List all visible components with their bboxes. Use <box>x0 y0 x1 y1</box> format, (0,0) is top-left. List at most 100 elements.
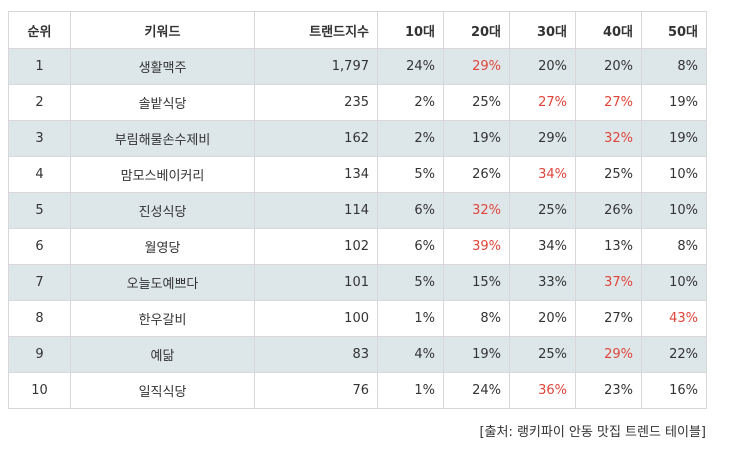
cell-age-10s: 1% <box>377 300 444 337</box>
table-row: 9 예닮 83 4% 19% 25% 29% 22% <box>8 336 707 373</box>
cell-age-10s: 4% <box>377 336 444 373</box>
cell-age-10s: 1% <box>377 372 444 409</box>
cell-age-10s: 5% <box>377 264 444 301</box>
header-age-10s: 10대 <box>377 11 444 49</box>
cell-rank: 8 <box>8 300 71 337</box>
cell-trend-index: 101 <box>254 264 378 301</box>
cell-keyword: 월영당 <box>70 228 255 265</box>
cell-age-20s: 8% <box>443 300 510 337</box>
cell-trend-index: 134 <box>254 156 378 193</box>
cell-keyword: 일직식당 <box>70 372 255 409</box>
table-row: 8 한우갈비 100 1% 8% 20% 27% 43% <box>8 300 707 337</box>
cell-keyword: 한우갈비 <box>70 300 255 337</box>
cell-age-50s: 43% <box>641 300 707 337</box>
cell-age-40s: 32% <box>575 120 642 157</box>
cell-age-20s: 26% <box>443 156 510 193</box>
source-caption: [출처: 랭키파이 안동 맛집 트렌드 테이블] <box>479 425 706 440</box>
table-row: 4 맘모스베이커리 134 5% 26% 34% 25% 10% <box>8 156 707 193</box>
cell-age-10s: 2% <box>377 120 444 157</box>
cell-age-40s: 20% <box>575 48 642 85</box>
cell-age-30s: 36% <box>509 372 576 409</box>
cell-age-20s: 25% <box>443 84 510 121</box>
cell-age-30s: 25% <box>509 192 576 229</box>
table-body: 1 생활맥주 1,797 24% 29% 20% 20% 8% 2 솔밭식당 235 2% 25% 27%… <box>8 48 707 409</box>
table-row: 10 일직식당 76 1% 24% 36% 23% 16% <box>8 372 707 409</box>
cell-age-50s: 10% <box>641 264 707 301</box>
cell-age-50s: 10% <box>641 156 707 193</box>
cell-trend-index: 100 <box>254 300 378 337</box>
header-age-50s: 50대 <box>641 11 707 49</box>
cell-rank: 9 <box>8 336 71 373</box>
cell-keyword: 진성식당 <box>70 192 255 229</box>
cell-age-20s: 32% <box>443 192 510 229</box>
cell-keyword: 생활맥주 <box>70 48 255 85</box>
cell-keyword: 맘모스베이커리 <box>70 156 255 193</box>
cell-age-40s: 25% <box>575 156 642 193</box>
header-age-30s: 30대 <box>509 11 576 49</box>
cell-age-50s: 19% <box>641 84 707 121</box>
cell-age-10s: 6% <box>377 228 444 265</box>
cell-rank: 7 <box>8 264 71 301</box>
cell-age-50s: 19% <box>641 120 707 157</box>
cell-rank: 3 <box>8 120 71 157</box>
cell-age-30s: 33% <box>509 264 576 301</box>
cell-age-30s: 20% <box>509 300 576 337</box>
cell-age-50s: 8% <box>641 48 707 85</box>
table-row: 7 오늘도예쁘다 101 5% 15% 33% 37% 10% <box>8 264 707 301</box>
cell-trend-index: 162 <box>254 120 378 157</box>
cell-age-30s: 27% <box>509 84 576 121</box>
header-age-20s: 20대 <box>443 11 510 49</box>
cell-trend-index: 114 <box>254 192 378 229</box>
cell-rank: 5 <box>8 192 71 229</box>
cell-age-30s: 34% <box>509 228 576 265</box>
cell-age-30s: 29% <box>509 120 576 157</box>
table-row: 2 솔밭식당 235 2% 25% 27% 27% 19% <box>8 84 707 121</box>
cell-age-20s: 29% <box>443 48 510 85</box>
cell-age-20s: 19% <box>443 120 510 157</box>
cell-trend-index: 235 <box>254 84 378 121</box>
cell-age-10s: 6% <box>377 192 444 229</box>
cell-age-30s: 34% <box>509 156 576 193</box>
cell-keyword: 오늘도예쁘다 <box>70 264 255 301</box>
cell-age-20s: 39% <box>443 228 510 265</box>
cell-rank: 6 <box>8 228 71 265</box>
cell-age-20s: 24% <box>443 372 510 409</box>
cell-age-50s: 8% <box>641 228 707 265</box>
cell-rank: 4 <box>8 156 71 193</box>
table-header-row: 순위 키워드 트랜드지수 10대 20대 30대 40대 50대 <box>8 11 707 49</box>
cell-age-10s: 24% <box>377 48 444 85</box>
header-keyword: 키워드 <box>70 11 255 49</box>
cell-age-50s: 10% <box>641 192 707 229</box>
cell-age-40s: 27% <box>575 300 642 337</box>
cell-age-40s: 27% <box>575 84 642 121</box>
cell-rank: 2 <box>8 84 71 121</box>
table-row: 3 부림해물손수제비 162 2% 19% 29% 32% 19% <box>8 120 707 157</box>
cell-age-40s: 13% <box>575 228 642 265</box>
header-trend-index: 트랜드지수 <box>254 11 378 49</box>
cell-age-40s: 23% <box>575 372 642 409</box>
header-rank: 순위 <box>8 11 71 49</box>
cell-age-40s: 29% <box>575 336 642 373</box>
cell-trend-index: 83 <box>254 336 378 373</box>
table-row: 5 진성식당 114 6% 32% 25% 26% 10% <box>8 192 707 229</box>
trend-table: 순위 키워드 트랜드지수 10대 20대 30대 40대 50대 1 생활맥주 1,… <box>8 11 707 409</box>
table-row: 1 생활맥주 1,797 24% 29% 20% 20% 8% <box>8 48 707 85</box>
cell-rank: 10 <box>8 372 71 409</box>
cell-age-20s: 15% <box>443 264 510 301</box>
table-row: 6 월영당 102 6% 39% 34% 13% 8% <box>8 228 707 265</box>
cell-keyword: 솔밭식당 <box>70 84 255 121</box>
cell-age-50s: 16% <box>641 372 707 409</box>
cell-age-30s: 20% <box>509 48 576 85</box>
cell-trend-index: 1,797 <box>254 48 378 85</box>
cell-rank: 1 <box>8 48 71 85</box>
cell-age-10s: 2% <box>377 84 444 121</box>
header-age-40s: 40대 <box>575 11 642 49</box>
cell-age-40s: 26% <box>575 192 642 229</box>
trend-table-container: 순위 키워드 트랜드지수 10대 20대 30대 40대 50대 1 생활맥주 1,… <box>8 11 707 409</box>
cell-trend-index: 102 <box>254 228 378 265</box>
cell-keyword: 예닮 <box>70 336 255 373</box>
cell-age-10s: 5% <box>377 156 444 193</box>
cell-age-40s: 37% <box>575 264 642 301</box>
cell-age-20s: 19% <box>443 336 510 373</box>
cell-age-30s: 25% <box>509 336 576 373</box>
